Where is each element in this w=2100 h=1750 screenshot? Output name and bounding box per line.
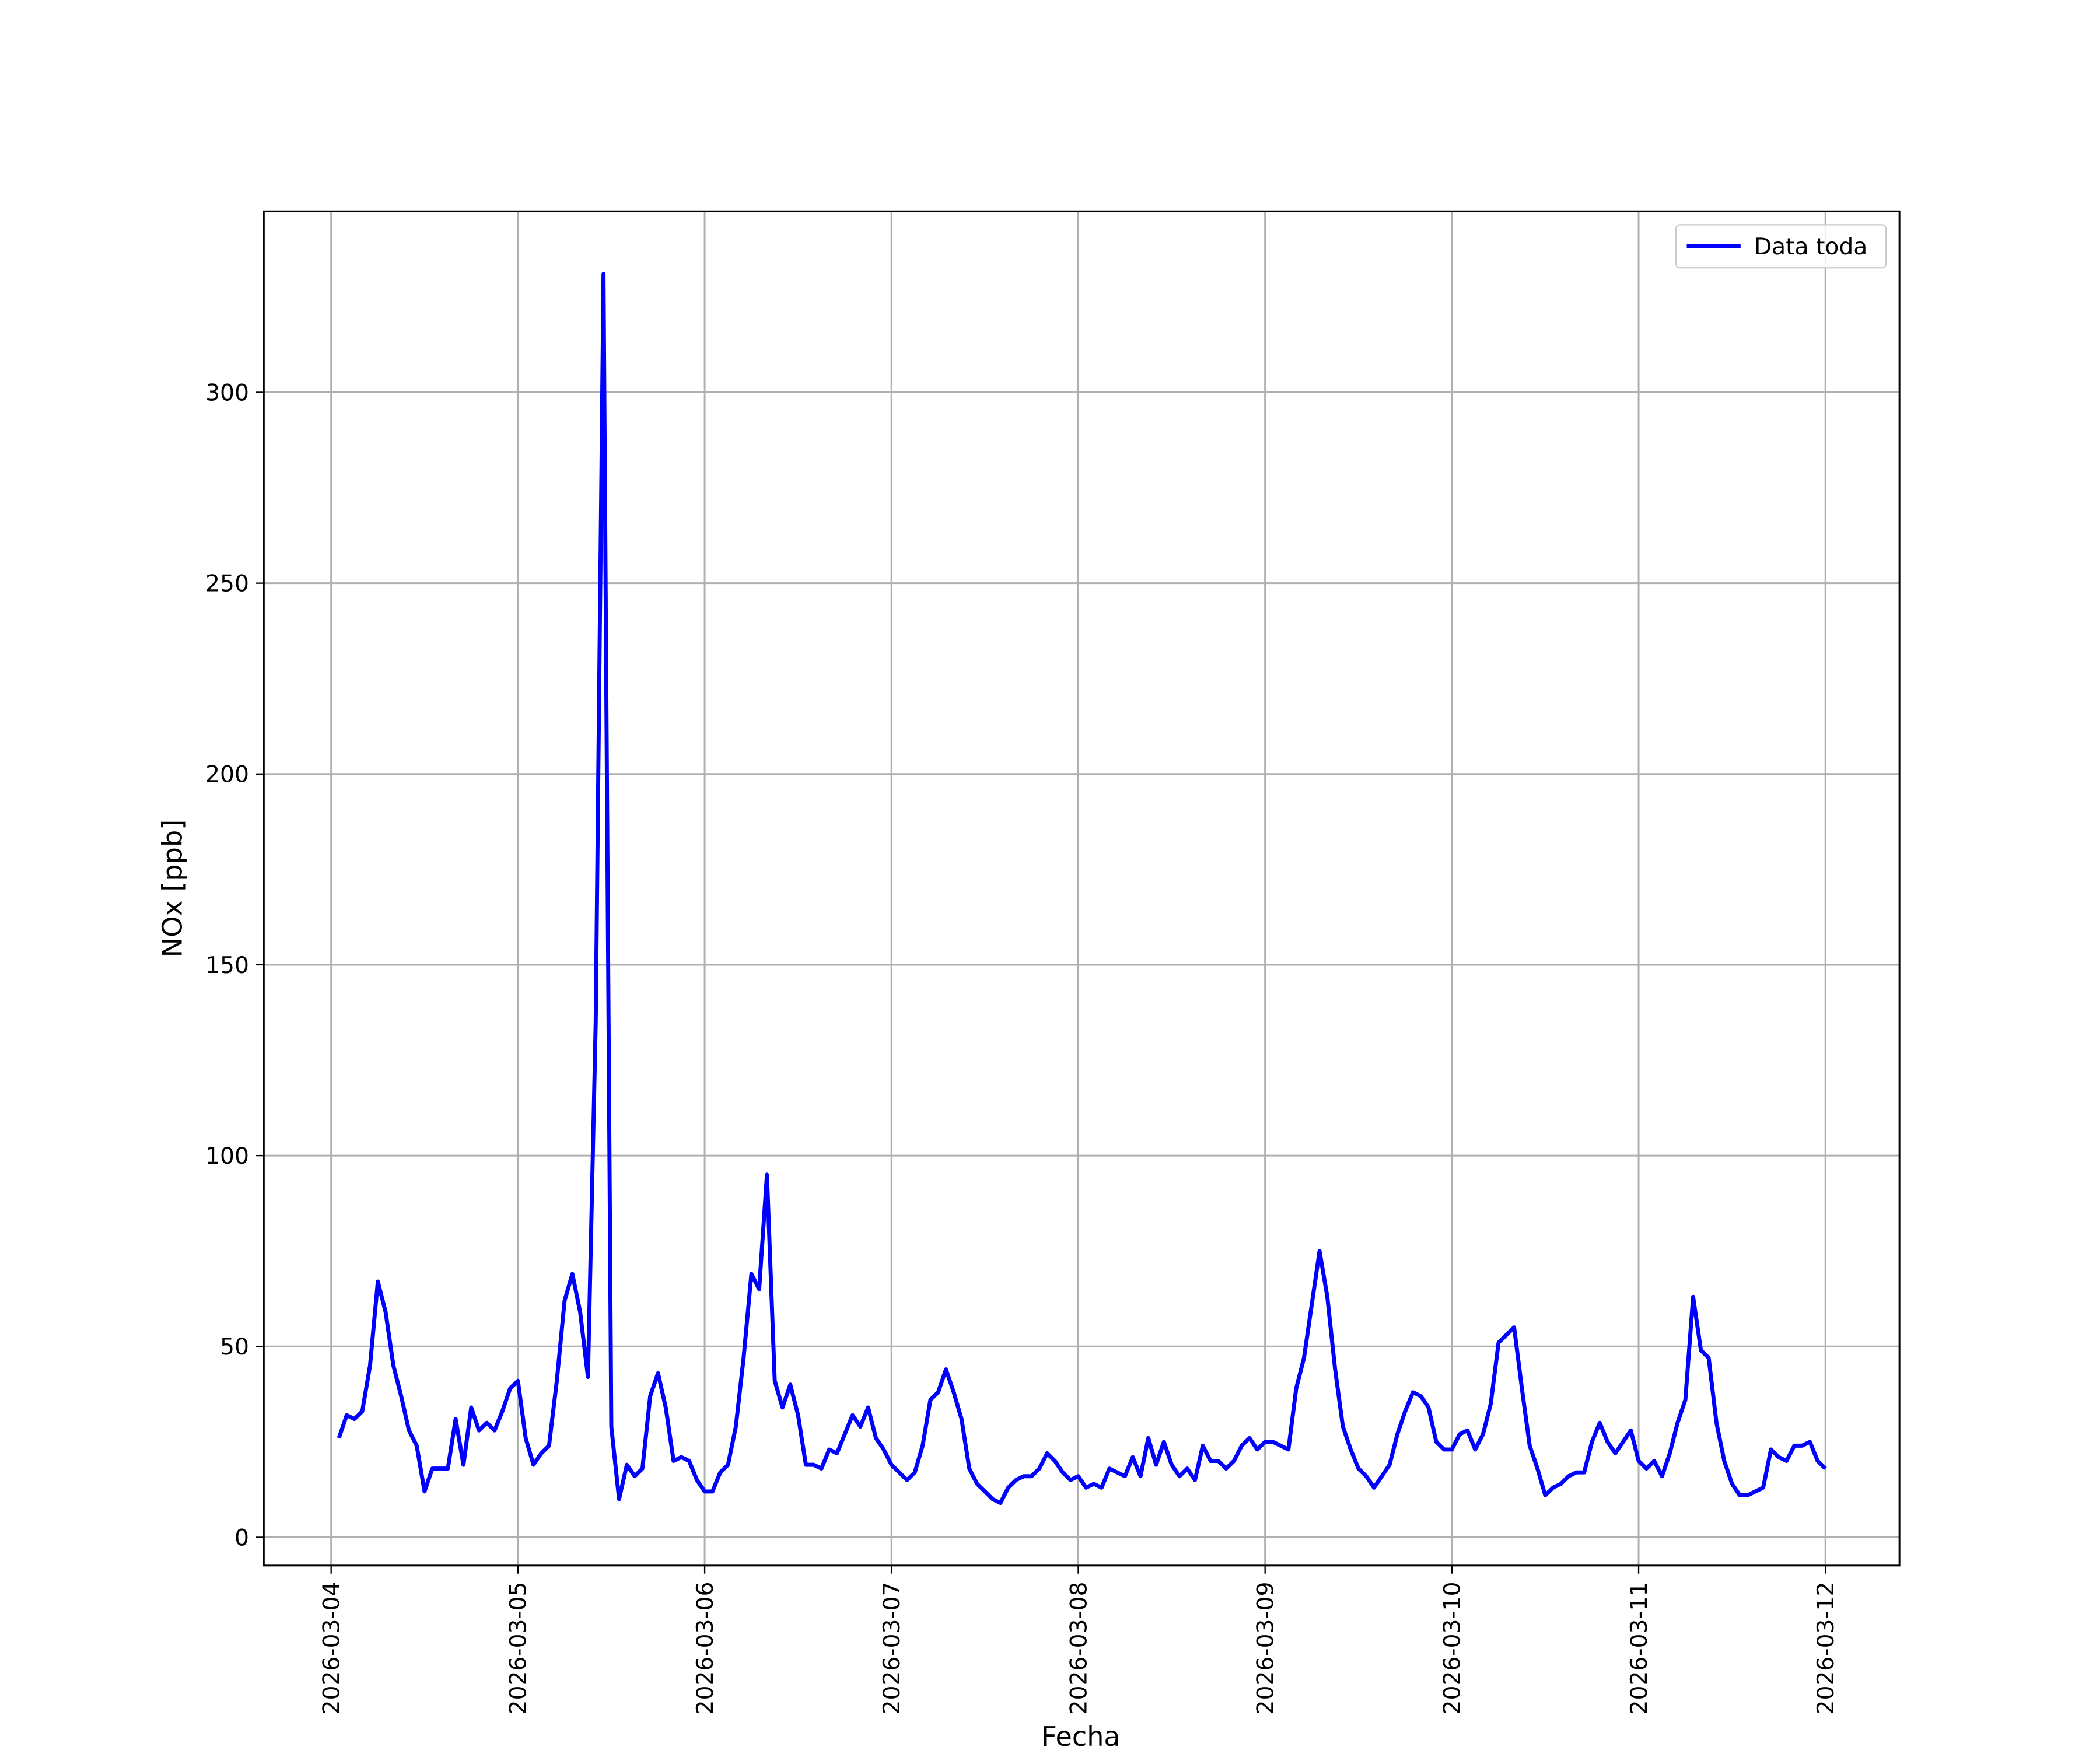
data-line	[337, 272, 1827, 1505]
y-tick-label: 300	[205, 380, 249, 406]
x-tick-label: 2026-03-11	[1626, 1582, 1653, 1715]
x-tick-label: 2026-03-07	[879, 1582, 905, 1715]
y-tick-label: 250	[205, 570, 249, 597]
legend-box	[1675, 224, 1887, 269]
y-tick-label: 100	[205, 1143, 249, 1170]
legend-label: Data toda	[1754, 234, 1867, 260]
y-tick-label: 200	[205, 762, 249, 788]
x-tick-label: 2026-03-12	[1813, 1582, 1839, 1715]
y-tick-label: 50	[220, 1334, 249, 1360]
y-tick-label: 0	[235, 1525, 249, 1551]
legend: Data toda	[1675, 224, 1887, 269]
x-tick-label: 2026-03-08	[1066, 1582, 1092, 1715]
plot-frame	[262, 210, 1901, 1567]
y-axis-label: NOx [ppb]	[157, 820, 188, 958]
x-tick-label: 2026-03-05	[506, 1582, 532, 1715]
y-tick-label: 150	[205, 953, 249, 979]
x-axis-label: Fecha	[1041, 1721, 1120, 1750]
x-tick-label: 2026-03-10	[1440, 1582, 1466, 1715]
x-tick-label: 2026-03-09	[1253, 1582, 1279, 1715]
x-tick-label: 2026-03-04	[319, 1582, 345, 1715]
x-tick-label: 2026-03-06	[692, 1582, 719, 1715]
